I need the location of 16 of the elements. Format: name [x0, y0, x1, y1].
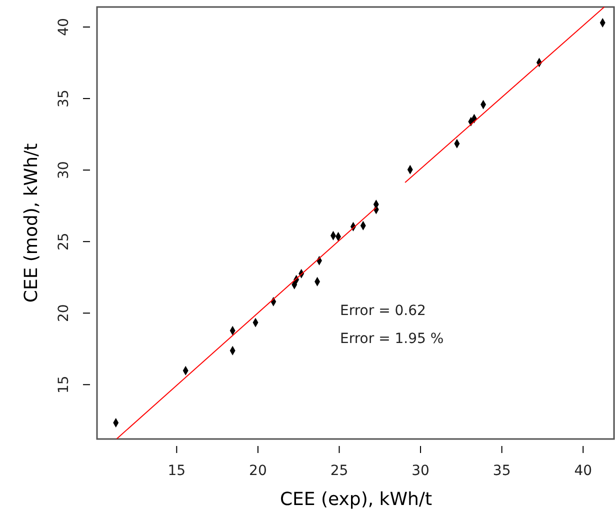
x-tick-label: 35 — [492, 462, 511, 479]
y-tick-label: 40 — [56, 18, 72, 36]
y-tick-label: 30 — [56, 161, 72, 179]
x-tick-label: 30 — [412, 462, 430, 479]
y-tick-label: 25 — [56, 232, 72, 251]
x-tick-label: 15 — [168, 462, 186, 479]
annotation: Error = 0.62 — [340, 303, 426, 319]
y-tick-label: 20 — [56, 304, 72, 322]
y-tick-label: 35 — [56, 90, 72, 108]
annotation: Error = 1.95 % — [340, 331, 444, 347]
x-tick-label: 25 — [330, 462, 348, 479]
x-tick-label: 40 — [574, 462, 592, 479]
x-axis-title: CEE (exp), kWh/t — [280, 489, 432, 510]
y-tick-label: 15 — [56, 376, 72, 394]
x-tick-label: 20 — [249, 462, 267, 479]
y-axis-title: CEE (mod), kWh/t — [21, 143, 42, 303]
